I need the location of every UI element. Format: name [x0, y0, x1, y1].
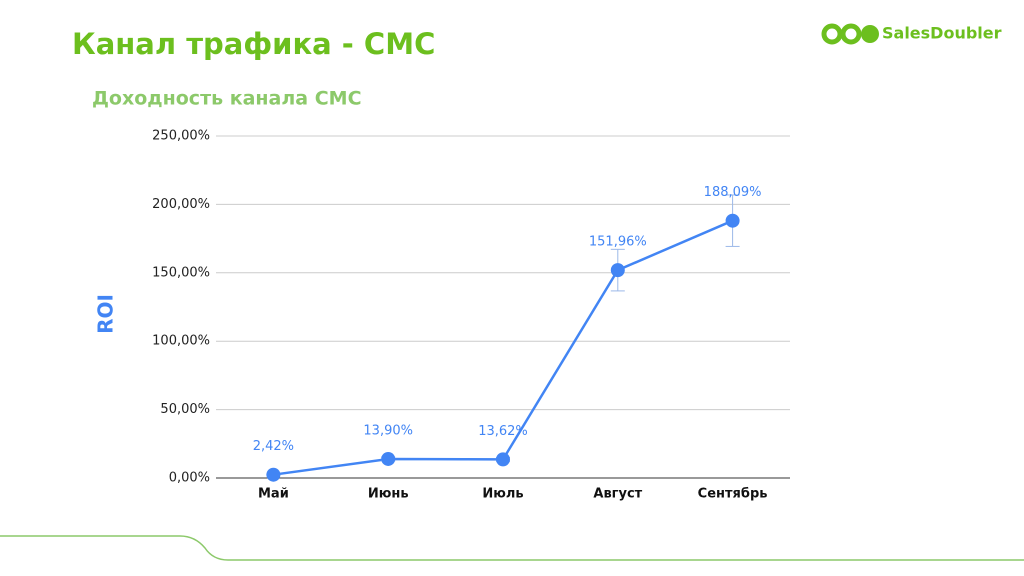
y-axis-label: ROI: [94, 294, 118, 334]
x-tick-label: Июль: [482, 487, 523, 502]
point: [381, 451, 396, 466]
chart-title: Доходность канала СМС: [92, 88, 362, 110]
decor-line: [0, 535, 1024, 561]
y-tick-label: 0,00%: [169, 471, 210, 486]
x-tick-label: Сентябрь: [698, 487, 768, 502]
logo: SalesDoubler: [821, 23, 1002, 45]
y-tick-label: 150,00%: [152, 265, 210, 280]
point: [266, 467, 281, 482]
x-tick-label: Июнь: [368, 487, 409, 502]
plot: 0,00% 50,00% 100,00% 150,00% 200,00% 250,00% М…: [152, 129, 790, 502]
x-tick-label: Август: [593, 487, 642, 502]
data-label: 13,62%: [478, 424, 528, 439]
data-label: 13,90%: [363, 423, 413, 438]
point: [610, 263, 625, 278]
y-tick-label: 100,00%: [152, 334, 210, 349]
y-tick-label: 250,00%: [152, 129, 210, 144]
data-label: 2,42%: [253, 439, 294, 454]
logo-icon: [840, 23, 862, 45]
x-tick-label: Май: [258, 487, 289, 502]
y-tick-label: 200,00%: [152, 197, 210, 212]
point: [725, 213, 740, 228]
slide-title: Канал трафика - СМС: [72, 27, 435, 61]
logo-icon: [821, 23, 843, 45]
logo-text: SalesDoubler: [882, 24, 1002, 43]
point: [496, 452, 510, 467]
y-tick-label: 50,00%: [160, 402, 210, 417]
logo-icon: [861, 25, 879, 43]
data-label: 188,09%: [704, 185, 762, 200]
data-label: 151,96%: [589, 235, 647, 250]
